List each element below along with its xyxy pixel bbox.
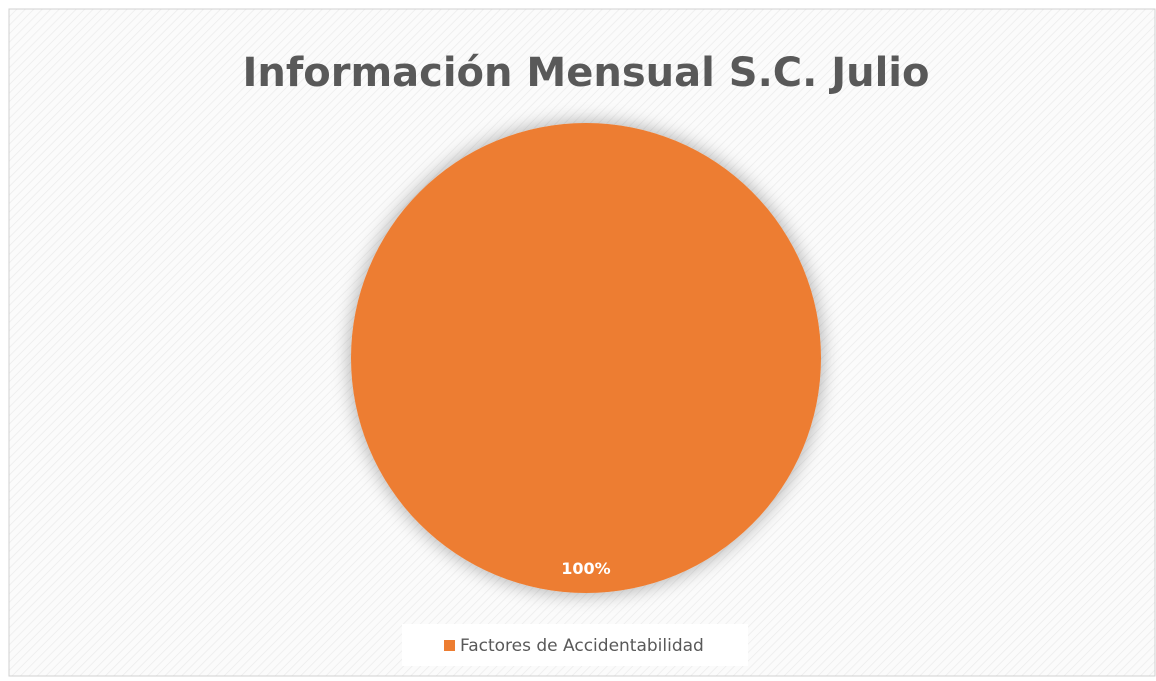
pie <box>351 123 821 593</box>
chart-title: Información Mensual S.C. Julio <box>242 50 929 96</box>
legend-box <box>402 624 748 666</box>
data-label: 100% <box>561 559 610 578</box>
pie-slice <box>351 123 821 593</box>
legend-swatch <box>444 640 455 651</box>
legend-label: Factores de Accidentabilidad <box>460 636 704 656</box>
